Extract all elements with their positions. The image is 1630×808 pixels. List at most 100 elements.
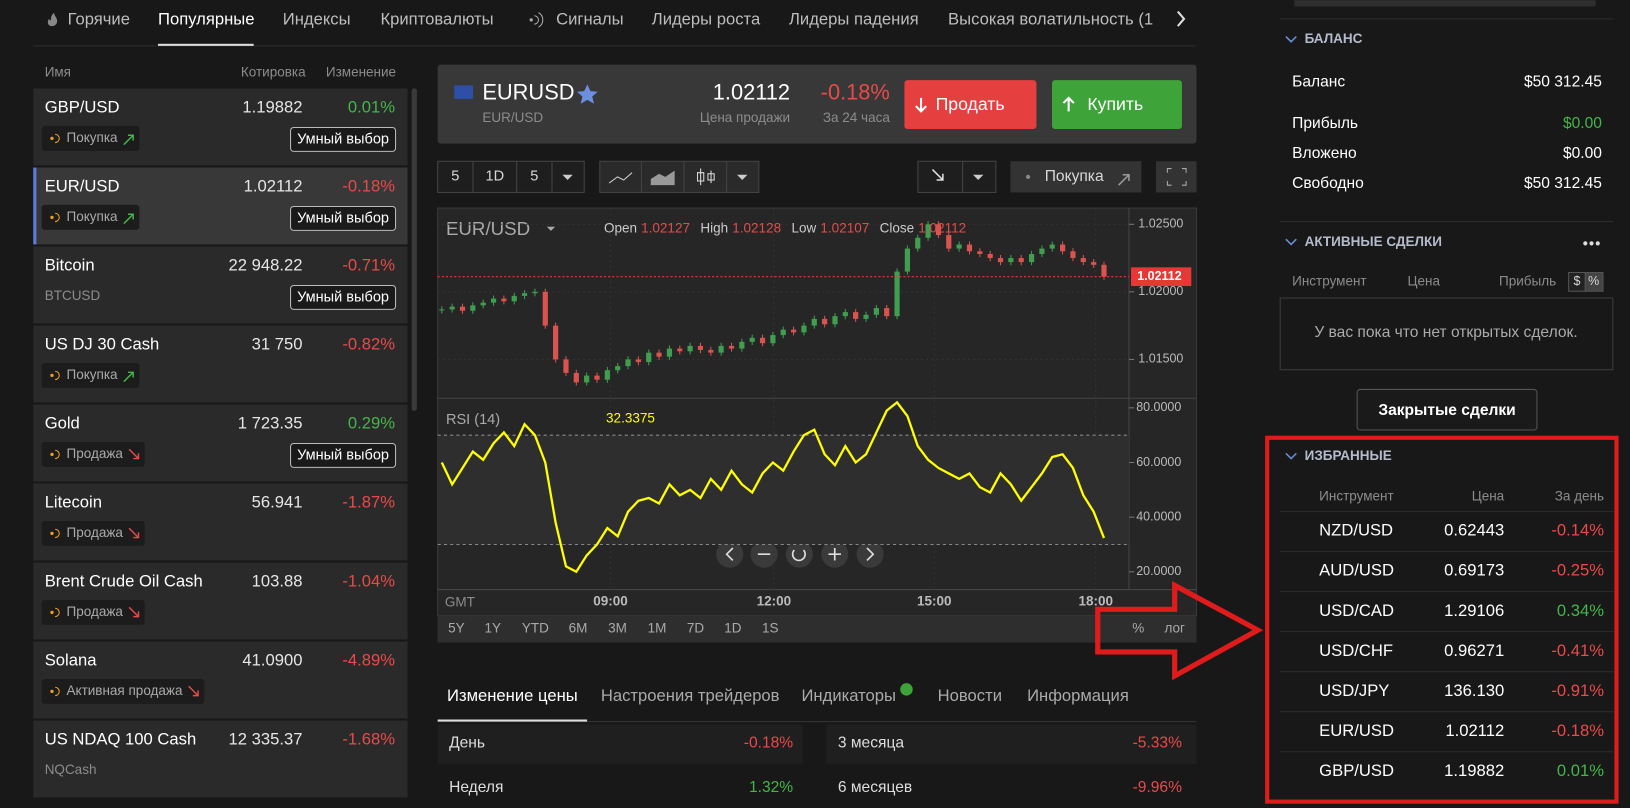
smart-button[interactable] [290, 284, 397, 310]
fav-name[interactable]: USD/CAD [1319, 601, 1394, 620]
watch-row[interactable] [33, 720, 408, 798]
column-header: Котировка [241, 64, 306, 79]
range-option[interactable]: 3M [608, 621, 627, 636]
tab[interactable]: Горячие [68, 9, 130, 28]
signal-arrow [123, 213, 134, 225]
signal-dot [50, 531, 54, 536]
tab[interactable]: Популярные [158, 9, 254, 28]
unit-toggle[interactable] [1584, 271, 1604, 292]
ohlc-value: 1.02112 [918, 220, 966, 235]
scale-option[interactable]: % [1132, 621, 1144, 636]
balance-label: Вложено [1292, 145, 1357, 162]
tab[interactable]: Сигналы [556, 9, 623, 28]
toolbar: 5 1D 5 Покупка [437, 160, 1197, 193]
details-tab[interactable]: Настроения трейдеров [601, 686, 780, 705]
signal-button[interactable] [1010, 161, 1142, 193]
range-option[interactable]: 1D [724, 621, 742, 636]
stat-value: -5.33% [1133, 735, 1183, 752]
price-label: Цена продажи [700, 110, 790, 125]
more-menu[interactable] [1583, 241, 1600, 246]
range-option[interactable]: 7D [687, 621, 705, 636]
range-option[interactable]: 5Y [448, 621, 465, 636]
details-tab[interactable]: Новости [938, 686, 1002, 705]
candle-body [749, 337, 755, 342]
range-option[interactable]: 1M [648, 621, 667, 636]
fav-name[interactable]: USD/CHF [1319, 641, 1393, 660]
candle-body [1039, 248, 1045, 254]
fav-name[interactable]: AUD/USD [1319, 561, 1394, 580]
chart-type-group[interactable] [599, 160, 760, 193]
candle-icon [697, 168, 715, 186]
count[interactable]: 5 [530, 169, 538, 185]
buy-label: Купить [1087, 94, 1143, 114]
dropdown[interactable] [562, 174, 573, 180]
closed-trades-button[interactable] [1356, 388, 1538, 431]
candle-body [625, 359, 631, 367]
scrollbar[interactable] [411, 88, 417, 411]
sell-button[interactable] [904, 80, 1037, 130]
column-header: За день [1555, 489, 1604, 504]
details-tab[interactable]: Индикаторы [801, 686, 896, 705]
closed-trades-label: Закрытые сделки [1378, 402, 1515, 419]
smart-button[interactable] [290, 126, 397, 152]
change: -4.89% [342, 651, 395, 670]
candle-body [759, 337, 766, 344]
tab[interactable]: Индексы [283, 9, 351, 28]
signal-label: Покупка [67, 367, 119, 382]
period[interactable]: 1D [486, 169, 505, 185]
tab[interactable]: Криптовалюты [380, 9, 493, 28]
chevron[interactable] [1285, 238, 1297, 246]
column-header: Имя [45, 64, 71, 79]
dropdown[interactable] [737, 174, 748, 180]
signal-label: Покупка [67, 209, 119, 224]
tab[interactable]: Лидеры роста [652, 9, 761, 28]
dropdown[interactable] [546, 226, 556, 231]
quote: 1.19882 [242, 98, 302, 117]
tab-scroll[interactable] [1177, 10, 1186, 27]
nav-right[interactable] [856, 540, 884, 568]
fav-change: -0.14% [1551, 521, 1604, 540]
details-tab[interactable]: Информация [1027, 686, 1129, 705]
scale-option[interactable]: лог [1164, 621, 1185, 636]
range-option[interactable]: 1S [762, 621, 779, 636]
buy-button[interactable] [1052, 80, 1182, 130]
tab[interactable]: Высокая волатильность (1 [948, 9, 1153, 28]
smart-button[interactable] [290, 205, 397, 231]
range-option[interactable]: YTD [522, 621, 549, 636]
tab[interactable]: Лидеры падения [789, 9, 919, 28]
fav-name[interactable]: EUR/USD [1319, 721, 1394, 740]
signal-filter[interactable] [917, 160, 997, 193]
candle-body [656, 352, 662, 357]
fav-name[interactable]: USD/JPY [1319, 681, 1389, 700]
fullscreen-button[interactable] [1155, 161, 1197, 193]
chevron[interactable] [1285, 35, 1297, 43]
reset[interactable] [785, 540, 813, 568]
column-header: Изменение [326, 64, 396, 79]
candle-body [894, 271, 900, 317]
chart-frame [437, 207, 1198, 617]
dropdown[interactable] [973, 174, 984, 180]
candle-body [739, 341, 745, 349]
chevron[interactable] [1285, 452, 1297, 460]
fav-name[interactable]: GBP/USD [1319, 761, 1394, 780]
balance-label: Свободно [1292, 175, 1364, 192]
range-option[interactable]: 6M [569, 621, 588, 636]
fav-name[interactable]: NZD/USD [1319, 521, 1393, 540]
section-title: ИЗБРАННЫЕ [1305, 448, 1392, 463]
smart-button[interactable] [290, 442, 397, 468]
candle-body [459, 306, 466, 311]
nav-left[interactable] [716, 540, 744, 568]
candle-body [770, 335, 776, 344]
range-option[interactable]: 1Y [484, 621, 501, 636]
candle-body [1028, 253, 1035, 263]
interval-group[interactable] [437, 160, 585, 193]
details-tab[interactable]: Изменение цены [447, 686, 578, 705]
interval[interactable]: 5 [451, 169, 459, 185]
instrument-name: EUR/USD [45, 177, 120, 196]
favorite-star[interactable] [576, 84, 598, 104]
candle-body [553, 325, 559, 360]
flag [454, 85, 473, 99]
signal-icon [534, 12, 544, 28]
arrow-icon [1117, 174, 1130, 186]
